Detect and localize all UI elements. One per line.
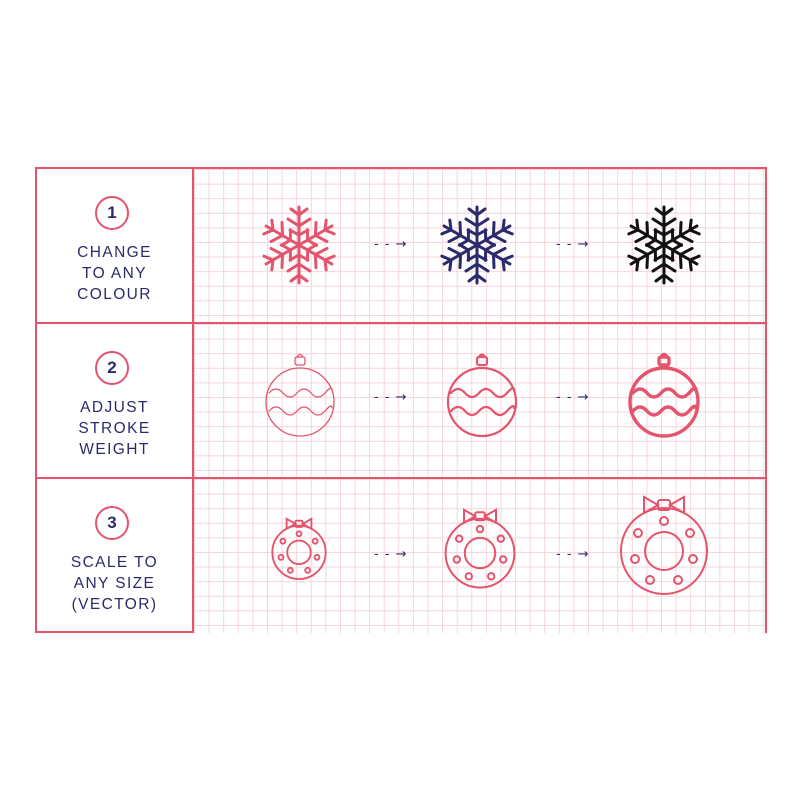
grid-cell: - - → - - → <box>194 324 765 478</box>
row-scale-size: 3 SCALE TO ANY SIZE (VECTOR) - - → <box>37 479 765 633</box>
column-divider <box>192 169 194 631</box>
step-number-badge: 1 <box>95 196 129 230</box>
wreath-icon <box>620 495 708 595</box>
label-cell: 3 SCALE TO ANY SIZE (VECTOR) <box>37 479 192 633</box>
row-divider <box>37 322 765 324</box>
label-cell: 1 CHANGE TO ANY COLOUR <box>37 169 192 323</box>
step-label: CHANGE TO ANY COLOUR <box>77 244 152 303</box>
row-adjust-stroke: 2 ADJUST STROKE WEIGHT - - → <box>37 324 765 478</box>
bauble-icon <box>628 352 700 438</box>
step-number-badge: 3 <box>95 506 129 540</box>
arrow-icon: - - → <box>374 547 408 562</box>
arrow-icon: - - → <box>374 237 408 252</box>
wreath-icon <box>444 508 516 589</box>
step-label: SCALE TO ANY SIZE (VECTOR) <box>70 554 159 613</box>
snowflake-icon <box>437 205 517 285</box>
arrow-icon: - - → <box>556 547 590 562</box>
wreath-icon <box>271 517 327 580</box>
bauble-icon <box>265 353 335 437</box>
step-number-badge: 2 <box>95 351 129 385</box>
snowflake-icon <box>259 205 339 285</box>
arrow-icon: - - → <box>556 237 590 252</box>
grid-cell: - - → - - → <box>194 479 765 633</box>
bauble-icon <box>446 353 518 438</box>
arrow-icon: - - → <box>374 390 408 405</box>
feature-table: 1 CHANGE TO ANY COLOUR <box>35 167 767 633</box>
step-label: ADJUST STROKE WEIGHT <box>78 399 151 458</box>
arrow-icon: - - → <box>556 390 590 405</box>
snowflake-icon <box>624 205 704 285</box>
row-divider <box>37 477 765 479</box>
row-change-colour: 1 CHANGE TO ANY COLOUR <box>37 169 765 323</box>
label-cell: 2 ADJUST STROKE WEIGHT <box>37 324 192 478</box>
grid-cell: - - → - - → <box>194 169 765 323</box>
